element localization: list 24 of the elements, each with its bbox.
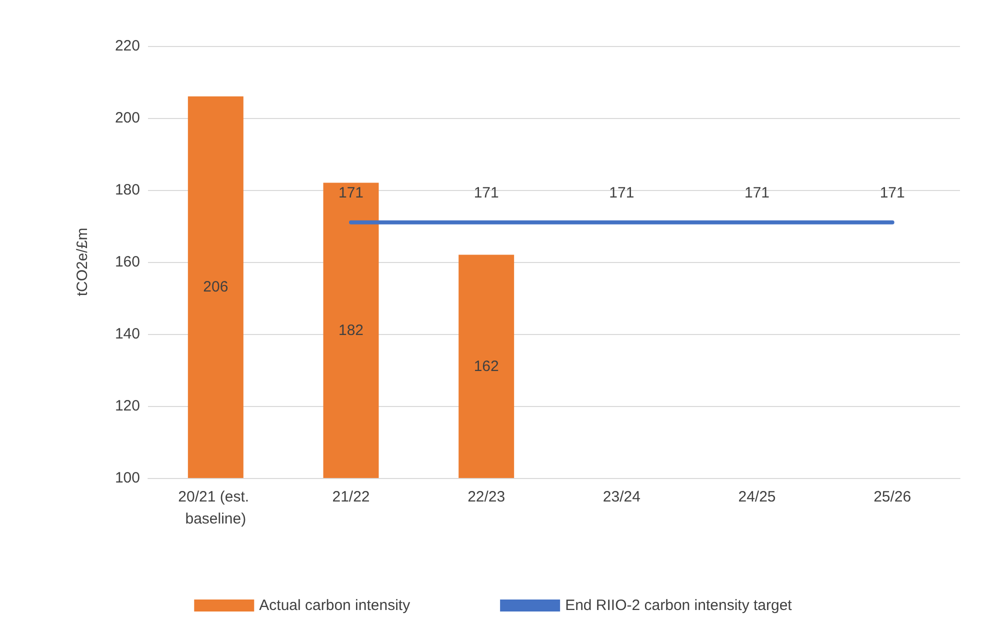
y-axis-title: tCO2e/£m <box>74 228 91 296</box>
y-tick-label: 220 <box>114 38 140 54</box>
y-tick-label: 120 <box>114 398 140 414</box>
data-label: 206 <box>203 278 228 296</box>
x-tick-label: 23/24 <box>602 488 640 506</box>
legend-label: End RIIO-2 carbon intensity target <box>565 597 793 614</box>
y-tick-label: 200 <box>114 110 140 126</box>
y-tick-label: 180 <box>114 182 140 198</box>
data-label: 171 <box>880 184 905 202</box>
data-label: 162 <box>474 358 499 375</box>
x-tick-label: 21/22 <box>332 488 370 506</box>
legend-label: Actual carbon intensity <box>259 597 411 614</box>
data-label: 171 <box>744 184 770 202</box>
data-label: 171 <box>474 184 499 202</box>
data-label: 171 <box>338 184 364 202</box>
y-tick-label: 140 <box>114 326 140 342</box>
x-tick-label: 25/26 <box>874 488 912 506</box>
data-label: 171 <box>609 184 634 202</box>
x-tick-label: 20/21 (est. baseline) <box>178 488 254 528</box>
y-tick-label: 160 <box>114 254 140 270</box>
x-tick-label: 22/23 <box>468 488 506 506</box>
data-label: 182 <box>338 322 364 339</box>
x-tick-label: 24/25 <box>738 488 776 506</box>
y-tick-label: 100 <box>114 470 140 486</box>
